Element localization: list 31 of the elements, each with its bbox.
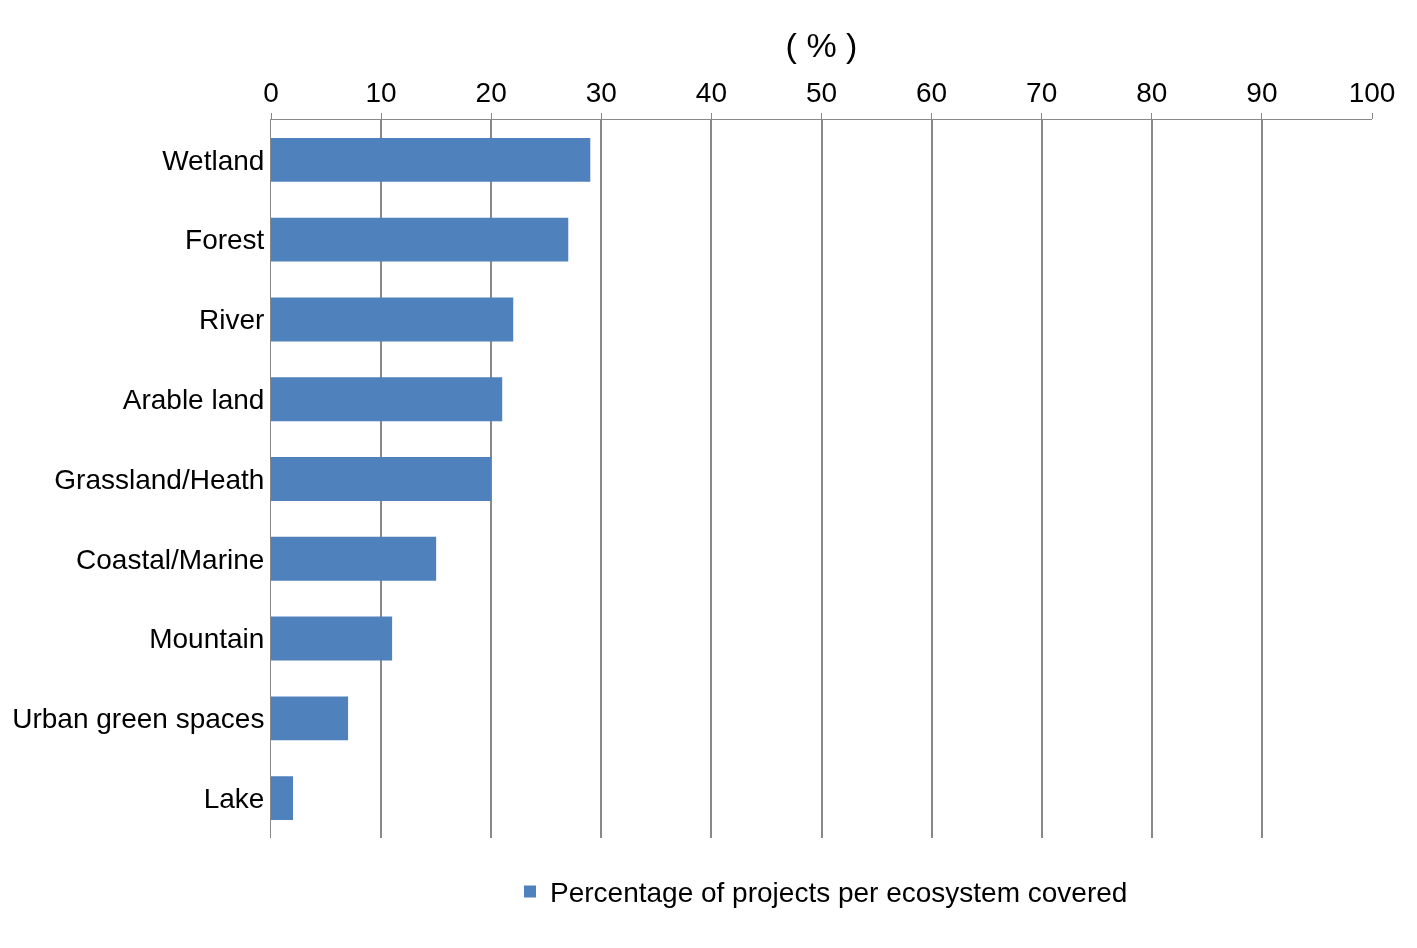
bar <box>271 536 437 581</box>
x-tick-label: 40 <box>695 76 727 108</box>
bar <box>271 137 591 182</box>
legend-label: Percentage of projects per ecosystem covered <box>550 877 1128 909</box>
y-tick-label: Forest <box>185 224 265 256</box>
y-tick-label: Wetland <box>162 144 265 176</box>
x-tick-label: 20 <box>475 76 507 108</box>
bar <box>271 457 492 501</box>
x-tick-label: 70 <box>1026 76 1058 108</box>
bar <box>271 377 503 422</box>
x-tick-label: 60 <box>916 76 948 108</box>
y-tick-label: Mountain <box>149 623 265 655</box>
bar <box>271 297 514 342</box>
x-tick-label: 10 <box>365 76 397 108</box>
x-tick-label: 100 <box>1348 76 1396 108</box>
bar <box>271 217 569 262</box>
y-tick-label: Coastal/Marine <box>76 543 265 575</box>
x-tick-label: 30 <box>585 76 617 108</box>
y-tick-label: Urban green spaces <box>12 703 265 735</box>
y-tick-label: Lake <box>203 782 265 814</box>
y-tick-label: Arable land <box>122 384 265 416</box>
y-tick-label: River <box>199 304 265 336</box>
x-tick-label: 50 <box>805 76 838 108</box>
bar <box>271 696 349 741</box>
x-tick-label: 90 <box>1246 76 1278 108</box>
x-axis-title: ( % ) <box>785 26 858 65</box>
x-tick-label: 80 <box>1136 76 1168 108</box>
bar <box>271 616 393 661</box>
y-tick-label: Grassland/Heath <box>54 463 265 495</box>
x-tick-label: 0 <box>263 76 279 108</box>
bar <box>271 776 294 821</box>
